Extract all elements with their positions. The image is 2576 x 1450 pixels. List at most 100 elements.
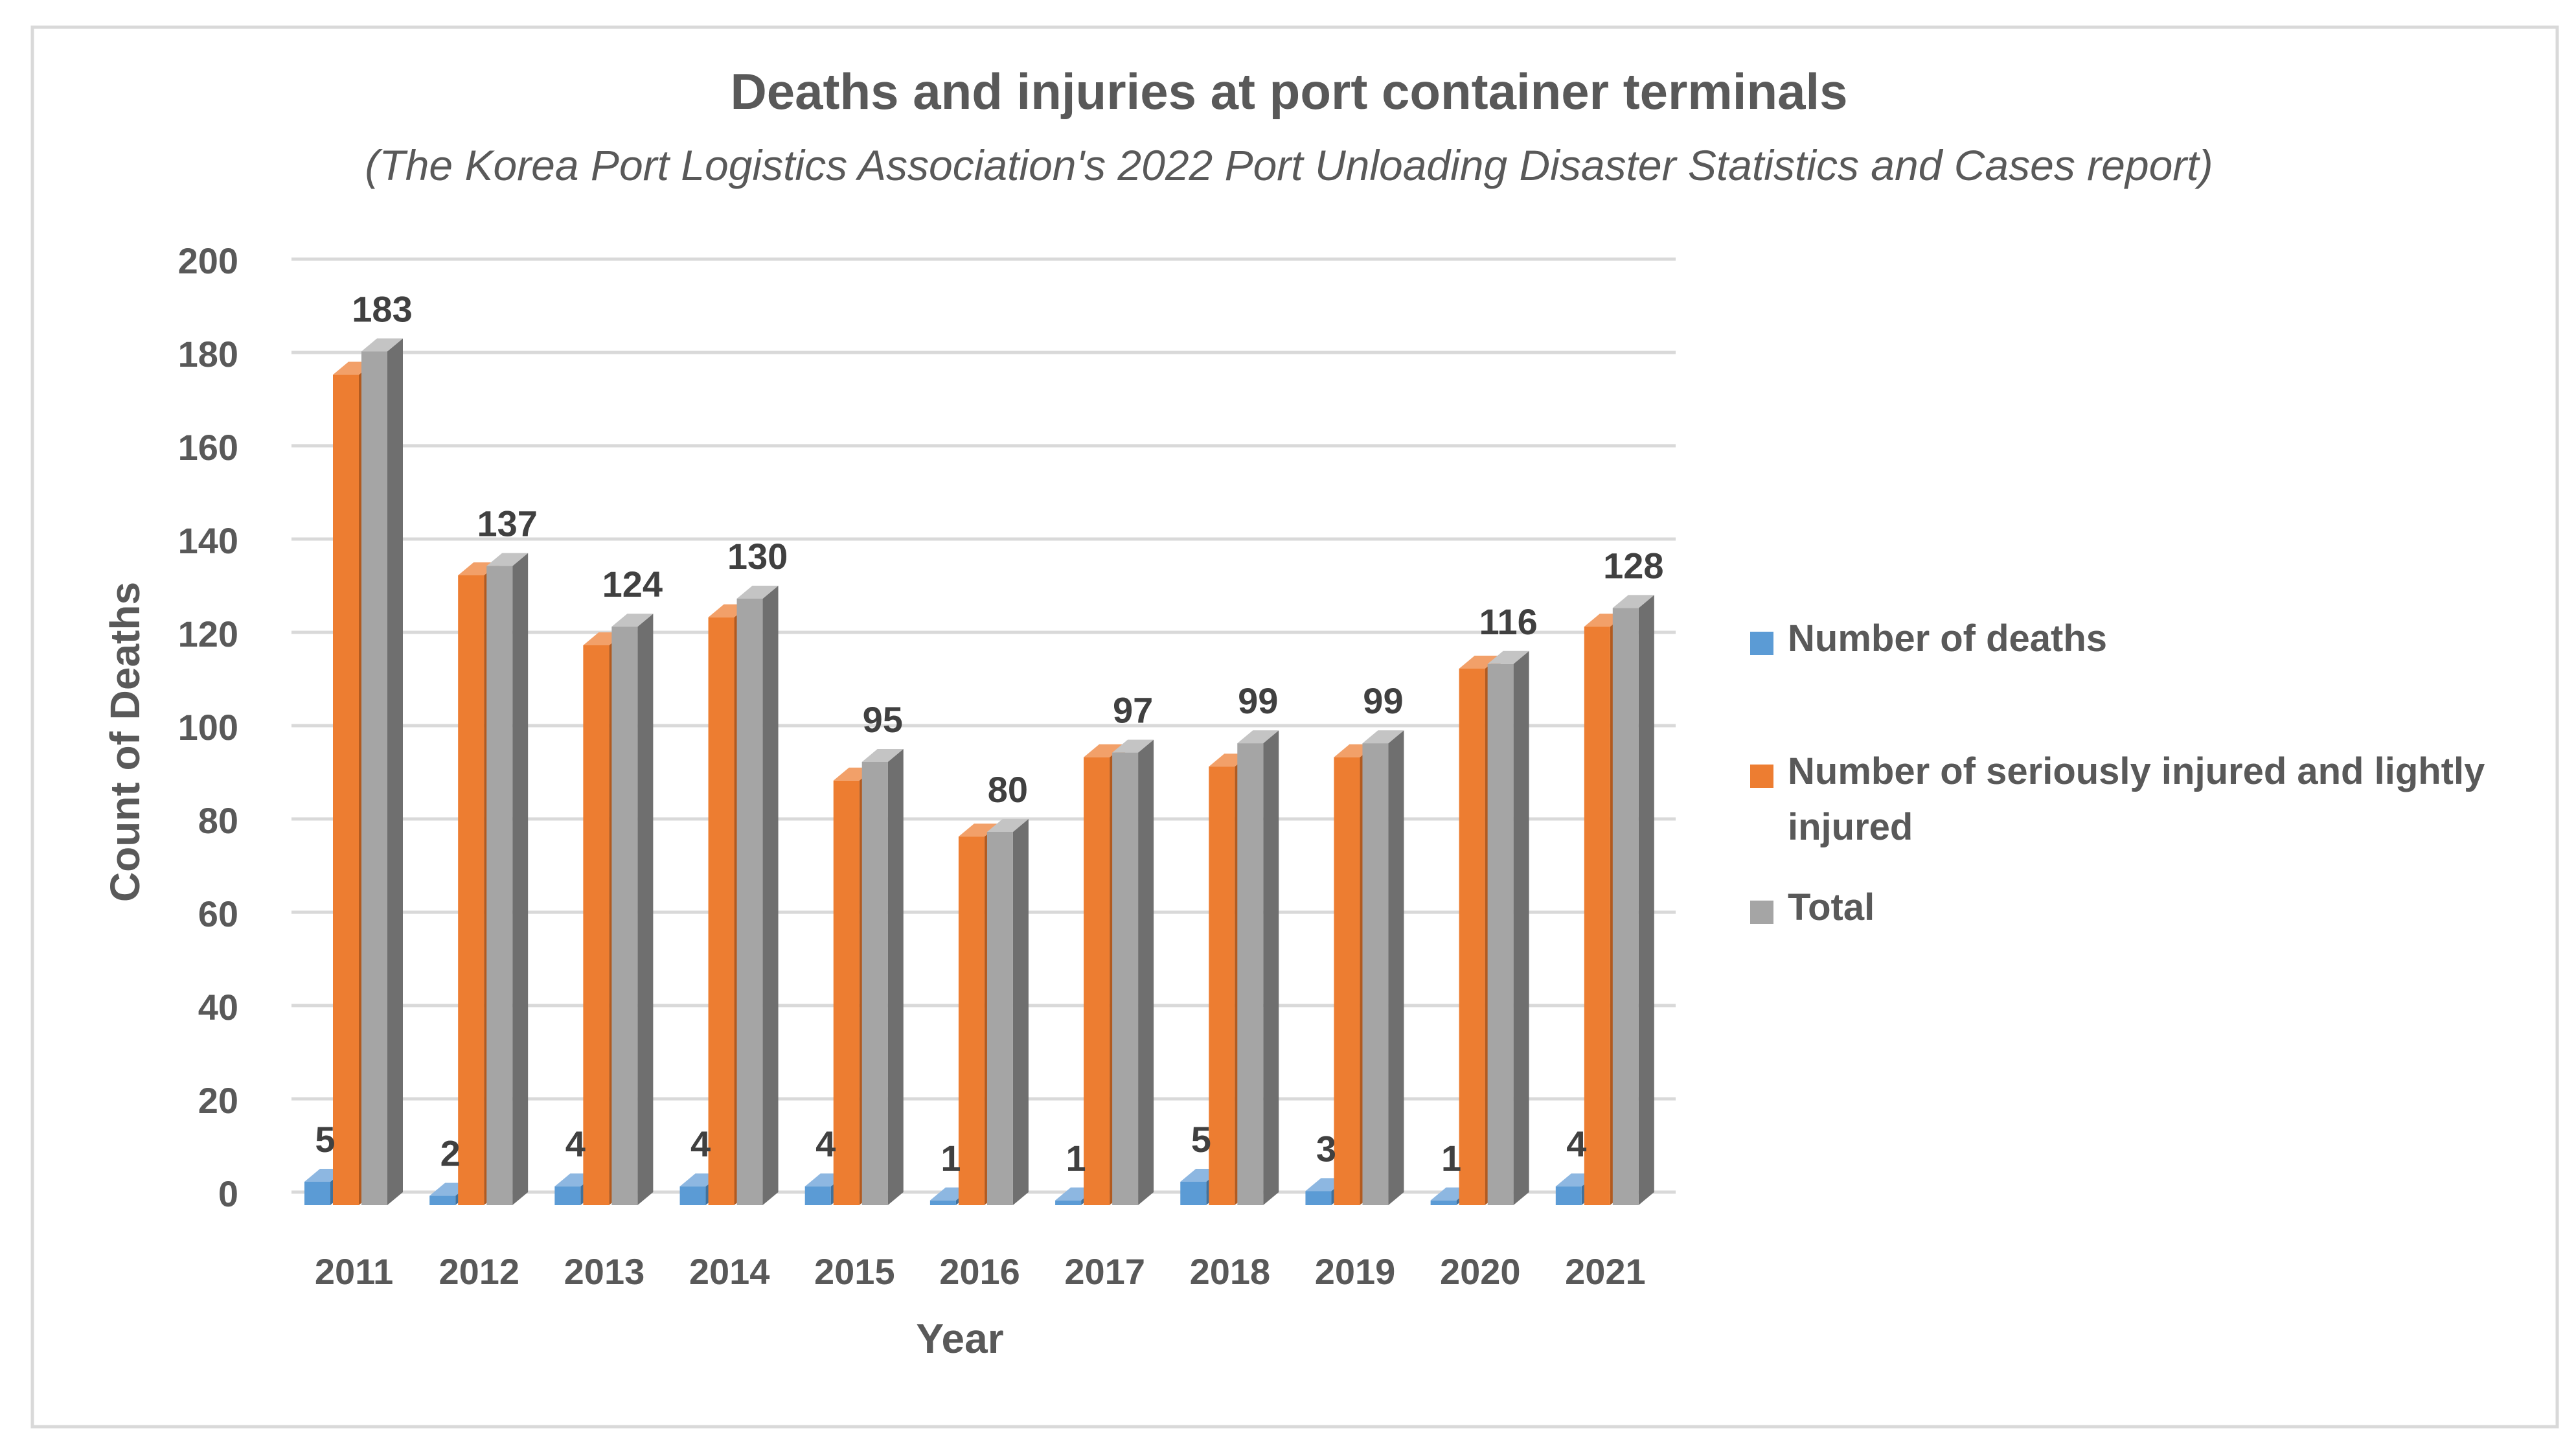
bar-top (1459, 656, 1501, 669)
bar-front (1362, 743, 1389, 1205)
bar-top (1612, 595, 1654, 608)
bar-top (1084, 744, 1126, 757)
data-label: 99 (1363, 680, 1403, 721)
x-tick-label: 2013 (564, 1251, 645, 1292)
bar-top (486, 553, 529, 566)
bar-front (611, 627, 638, 1205)
bar-top (736, 586, 779, 599)
bar-front (1209, 766, 1235, 1205)
x-tick-label: 2021 (1565, 1251, 1646, 1292)
bar-front (1237, 743, 1264, 1205)
bar-front (554, 1186, 581, 1205)
bar-front (736, 599, 763, 1205)
legend-label: Total (1788, 886, 1875, 928)
data-label: 4 (690, 1123, 711, 1164)
legend-swatch (1750, 901, 1773, 924)
bar-front (458, 575, 484, 1205)
y-axis-ticks: 0 20 40 60 80 100 120 140 160 180 200 (178, 240, 238, 1214)
x-axis-title: Year (916, 1315, 1003, 1362)
bar-front (679, 1186, 706, 1205)
bar-front (804, 1186, 831, 1205)
bar-top (1112, 739, 1154, 753)
bars (304, 338, 1654, 1205)
bar-top (958, 823, 1000, 837)
bar-front (1055, 1200, 1082, 1205)
data-label: 3 (1316, 1128, 1336, 1169)
bar-front (708, 617, 735, 1205)
legend-item: Number of deaths (1750, 617, 2107, 660)
bar-front (1487, 663, 1514, 1205)
bar-front (1612, 608, 1639, 1205)
bar-top (861, 749, 904, 762)
data-label: 95 (863, 699, 903, 740)
x-tick-label: 2011 (315, 1251, 394, 1292)
bar (1362, 730, 1404, 1205)
legend-label: injured (1788, 806, 1913, 848)
bar-side (1012, 819, 1029, 1205)
bar-front (1459, 669, 1485, 1205)
bar-front (833, 780, 860, 1205)
legend-label: Number of seriously injured and lightly (1788, 750, 2485, 792)
bar-front (361, 351, 387, 1205)
data-label: 1 (940, 1138, 961, 1179)
data-label: 1 (1441, 1138, 1461, 1179)
data-label: 128 (1603, 545, 1663, 586)
bar-side (1513, 650, 1529, 1205)
data-label: 130 (727, 536, 788, 577)
bar-front (1584, 627, 1610, 1205)
bar-side (1388, 730, 1404, 1205)
bar-front (333, 374, 359, 1205)
bar-top (611, 614, 654, 627)
bar-side (1138, 739, 1154, 1205)
bar-front (958, 836, 985, 1205)
data-label: 4 (565, 1123, 586, 1164)
y-axis-title: Count of Deaths (102, 582, 148, 902)
bar (1112, 739, 1154, 1205)
data-label: 5 (1191, 1119, 1211, 1160)
bar-front (1430, 1200, 1457, 1205)
bar (611, 614, 654, 1205)
data-label: 4 (815, 1123, 836, 1164)
bar-front (861, 762, 888, 1205)
bar-front (583, 645, 610, 1205)
legend-label: Number of deaths (1788, 617, 2107, 660)
y-tick-label: 200 (178, 240, 238, 281)
y-tick-label: 140 (178, 520, 238, 561)
bar-front (1112, 752, 1139, 1205)
bar-side (1638, 595, 1654, 1205)
y-tick-label: 20 (198, 1080, 238, 1121)
x-tick-label: 2017 (1064, 1251, 1145, 1292)
bar-top (1237, 730, 1279, 744)
data-label: 183 (352, 288, 412, 329)
y-tick-label: 120 (178, 614, 238, 654)
bar (1487, 650, 1529, 1205)
bar-front (486, 566, 513, 1205)
data-label: 99 (1238, 680, 1278, 721)
bar-top (361, 338, 403, 352)
bar (1612, 595, 1654, 1205)
data-label: 5 (315, 1119, 335, 1160)
bar (986, 819, 1029, 1205)
bar-front (304, 1182, 330, 1205)
data-label: 137 (477, 503, 537, 544)
bar-front (429, 1195, 456, 1205)
bar-side (512, 553, 529, 1205)
chart-subtitle: (The Korea Port Logistics Association's … (365, 141, 2213, 189)
x-axis-ticks: 2011 2012 2013 2014 2015 2016 2017 2018 2019 2020… (315, 1251, 1646, 1292)
bar-side (762, 586, 779, 1205)
bar-front (1084, 757, 1110, 1205)
bar-front (986, 832, 1013, 1205)
data-label: 4 (1566, 1123, 1586, 1164)
bar (1237, 730, 1279, 1205)
x-tick-label: 2014 (689, 1251, 770, 1292)
y-tick-label: 160 (178, 427, 238, 468)
bar-side (387, 338, 403, 1205)
y-tick-label: 40 (198, 987, 238, 1028)
bar (736, 586, 779, 1205)
y-tick-label: 80 (198, 800, 238, 841)
data-label: 124 (602, 564, 663, 604)
bar-side (637, 614, 654, 1205)
legend: Number of deaths Number of seriously inju… (1750, 617, 2485, 928)
bar (861, 749, 904, 1205)
